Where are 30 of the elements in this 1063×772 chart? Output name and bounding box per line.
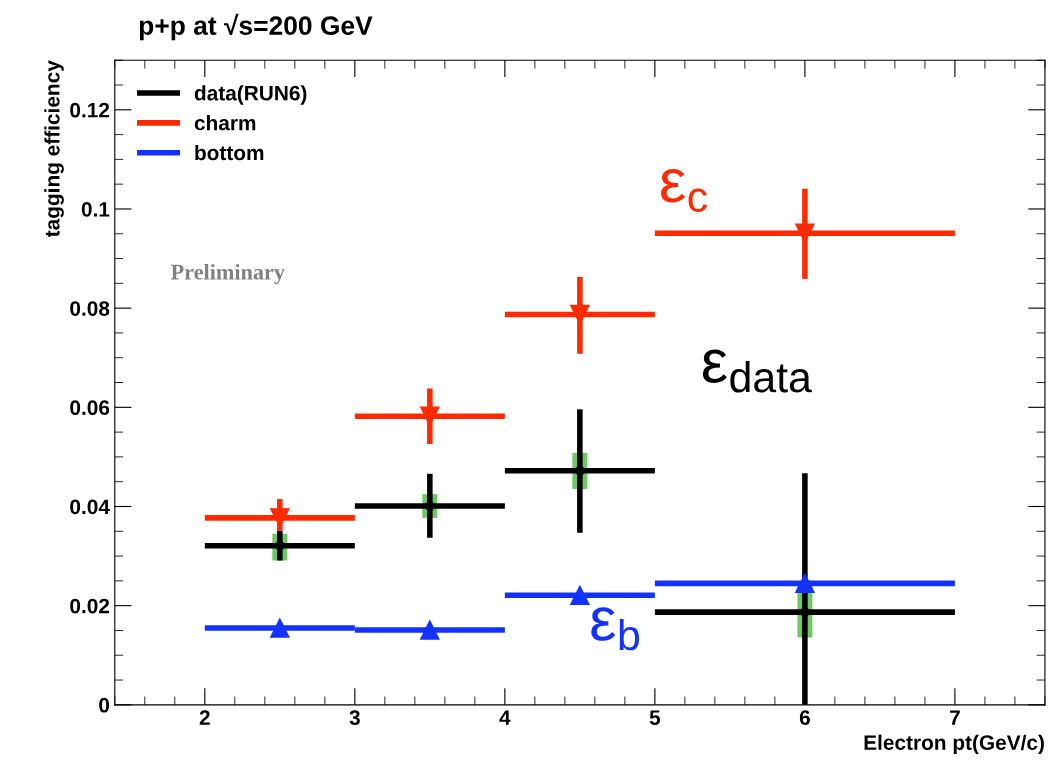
point [795,223,815,243]
y-tick-label: 0.02 [70,598,110,614]
y-tick-label: 0.12 [70,102,110,118]
x-tick-label: 3 [349,710,360,726]
point [795,573,815,594]
y-tick-label: 0.1 [81,201,110,217]
legend-label: bottom [195,144,264,161]
y-tick-label: 0.04 [70,499,110,515]
y-tick-label: 0.08 [70,301,110,316]
y-axis-title: tagging efficiency [44,60,64,238]
annotation: ε$_{b}$ [591,607,639,651]
x-axis-title: Electron pt(GeV/c) [864,734,1044,755]
point [270,618,290,638]
annotation: ε$_{c}$ [661,169,707,213]
chart-title: p+p at √s=200 GeV [139,13,373,41]
x-tick-label: 6 [799,710,810,725]
x-tick-label: 2 [199,710,210,725]
legend-label: charm [194,115,256,131]
point [420,620,440,640]
y-tick-label: 0 [99,697,110,713]
legend-label: data(RUN6) [194,85,307,105]
annotation: ε$_{data}$ [702,349,812,393]
x-tick-label: 7 [950,710,960,725]
y-tick-label: 0.06 [70,400,110,416]
point [570,585,590,605]
point [800,607,810,617]
x-tick-label: 5 [649,710,661,725]
x-tick-label: 4 [499,710,511,725]
point [420,406,440,426]
annotation: Preliminary [170,263,285,285]
